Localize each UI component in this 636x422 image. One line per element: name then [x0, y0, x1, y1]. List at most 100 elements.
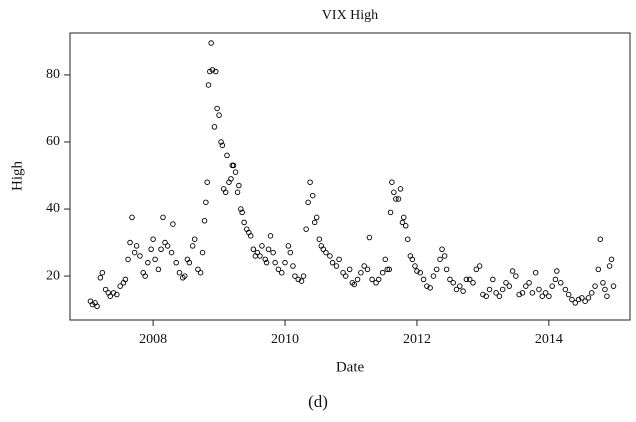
point: [441, 253, 448, 259]
point: [585, 295, 592, 301]
point: [600, 280, 606, 286]
point: [399, 219, 406, 226]
point: [270, 249, 276, 256]
plot-frame: [69, 32, 631, 321]
point: [473, 266, 480, 273]
point: [127, 239, 133, 246]
y-tick-label: 40: [46, 201, 60, 216]
point: [342, 273, 349, 279]
point: [412, 263, 418, 269]
point: [122, 276, 129, 283]
point: [490, 276, 496, 283]
point: [205, 82, 212, 88]
point: [369, 276, 375, 283]
point: [222, 189, 229, 196]
point: [201, 218, 208, 224]
point: [195, 266, 201, 273]
point: [168, 249, 175, 256]
point: [230, 162, 237, 169]
point: [263, 259, 270, 266]
point: [224, 152, 230, 159]
point: [320, 246, 327, 253]
point: [239, 209, 245, 216]
point: [447, 276, 453, 283]
point: [145, 259, 151, 266]
point: [439, 246, 445, 253]
point: [265, 246, 272, 253]
point: [238, 206, 244, 212]
point: [450, 280, 456, 286]
point: [241, 219, 247, 226]
point: [539, 293, 546, 299]
point: [409, 256, 416, 263]
point: [470, 280, 476, 286]
point: [606, 263, 613, 269]
point: [395, 196, 402, 202]
point: [483, 293, 489, 299]
point: [323, 249, 329, 256]
point: [305, 199, 311, 206]
point: [549, 283, 555, 289]
point: [546, 293, 552, 299]
point: [250, 246, 257, 253]
point: [262, 256, 268, 263]
point: [582, 298, 588, 304]
point: [213, 68, 219, 75]
point: [595, 266, 602, 273]
point: [117, 283, 123, 289]
point: [164, 243, 171, 249]
point: [152, 256, 158, 263]
point: [162, 239, 168, 246]
point: [282, 259, 288, 266]
point: [94, 303, 100, 310]
point: [204, 179, 210, 185]
point: [463, 276, 470, 283]
point: [214, 105, 220, 112]
point: [437, 256, 443, 263]
point: [597, 236, 604, 242]
point: [417, 269, 423, 276]
point: [170, 221, 176, 227]
point: [267, 233, 274, 239]
point: [257, 253, 263, 259]
point: [384, 266, 391, 273]
point: [219, 142, 226, 149]
point: [186, 259, 193, 266]
point: [503, 280, 509, 286]
point: [513, 273, 519, 279]
x-tick-label: 2014: [535, 332, 563, 347]
point: [506, 283, 513, 289]
point: [197, 269, 204, 276]
point: [102, 286, 109, 293]
point: [389, 179, 395, 185]
point: [272, 259, 278, 266]
point: [191, 236, 198, 242]
point: [316, 236, 323, 242]
point: [107, 293, 113, 299]
point: [218, 139, 224, 145]
point: [610, 283, 617, 289]
point: [254, 249, 261, 256]
point: [247, 233, 254, 239]
point: [327, 253, 333, 259]
point: [199, 249, 206, 256]
point: [129, 214, 135, 221]
y-tick-label: 60: [46, 134, 60, 149]
point: [336, 256, 342, 263]
chart-title: VIX High: [322, 8, 378, 23]
point: [150, 236, 156, 242]
point: [588, 290, 595, 296]
point: [346, 266, 353, 273]
point: [309, 192, 316, 199]
point: [189, 243, 196, 249]
point: [453, 286, 460, 293]
point: [366, 234, 373, 241]
x-tick-label: 2010: [271, 332, 299, 347]
point: [361, 263, 367, 269]
point: [509, 268, 516, 274]
point: [457, 283, 463, 289]
point: [565, 291, 572, 298]
point: [569, 296, 575, 303]
point: [285, 243, 292, 249]
